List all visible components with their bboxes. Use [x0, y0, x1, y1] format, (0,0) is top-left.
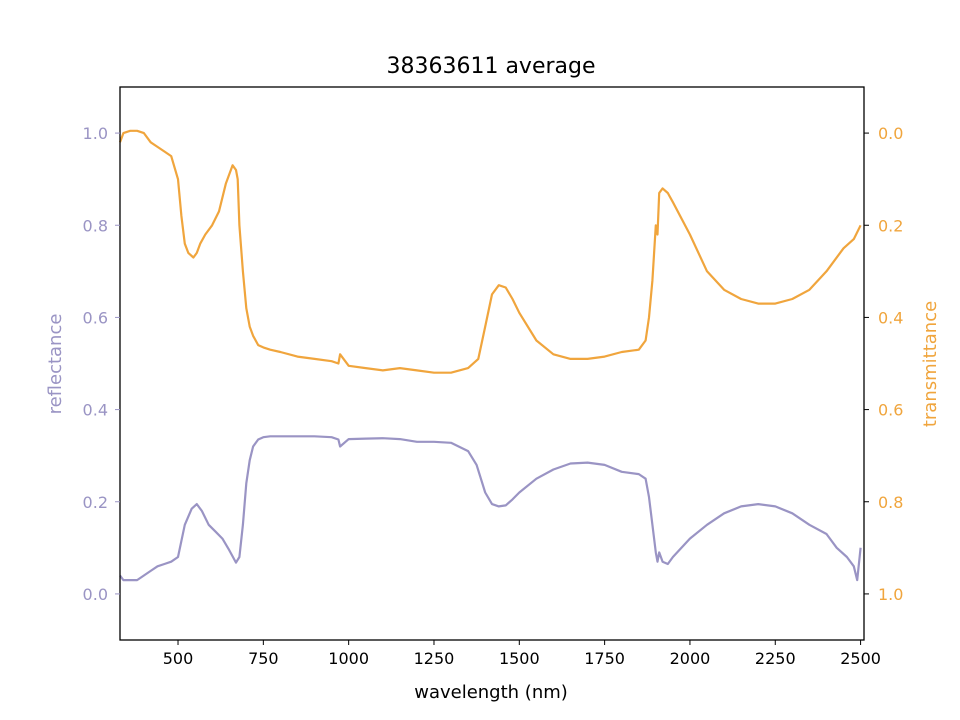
- x-tick-label: 1000: [328, 649, 369, 668]
- series-layer: [118, 129, 862, 582]
- y-axis-right: 0.0 0.2 0.4 0.6 0.8 1.0: [864, 124, 903, 604]
- x-tick-label: 2500: [840, 649, 881, 668]
- y-right-tick-label: 0.0: [878, 124, 903, 143]
- y-axis-left-label: reflectance: [45, 314, 66, 415]
- y-right-tick-label: 0.8: [878, 493, 903, 512]
- y-left-tick-label: 0.0: [83, 585, 108, 604]
- y-axis-left: 0.0 0.2 0.4 0.6 0.8 1.0: [83, 124, 120, 604]
- x-tick-label: 750: [248, 649, 279, 668]
- x-tick-label: 500: [163, 649, 194, 668]
- y-right-tick-label: 0.2: [878, 216, 903, 235]
- x-axis-label: wavelength (nm): [414, 682, 568, 703]
- y-left-tick-label: 0.4: [83, 401, 108, 420]
- plot-frame: [119, 86, 865, 641]
- y-axis-right-label: transmittance: [920, 301, 941, 427]
- y-left-tick-label: 0.6: [83, 308, 108, 327]
- x-axis: 500 750 1000 1250 1500 1750 2000 2250 2500: [163, 640, 881, 668]
- y-left-tick-label: 0.2: [83, 493, 108, 512]
- y-right-tick-label: 1.0: [878, 585, 903, 604]
- y-right-tick-label: 0.4: [878, 308, 903, 327]
- x-tick-label: 1250: [414, 649, 455, 668]
- x-tick-label: 1750: [584, 649, 625, 668]
- y-left-tick-label: 1.0: [83, 124, 108, 143]
- y-right-tick-label: 0.6: [878, 401, 903, 420]
- x-tick-label: 1500: [499, 649, 540, 668]
- transmittance-series-line: [118, 129, 862, 374]
- y-left-tick-label: 0.8: [83, 216, 108, 235]
- reflectance-series-line: [119, 435, 862, 582]
- x-tick-label: 2000: [670, 649, 711, 668]
- chart-title: 38363611 average: [386, 54, 595, 79]
- x-tick-label: 2250: [755, 649, 796, 668]
